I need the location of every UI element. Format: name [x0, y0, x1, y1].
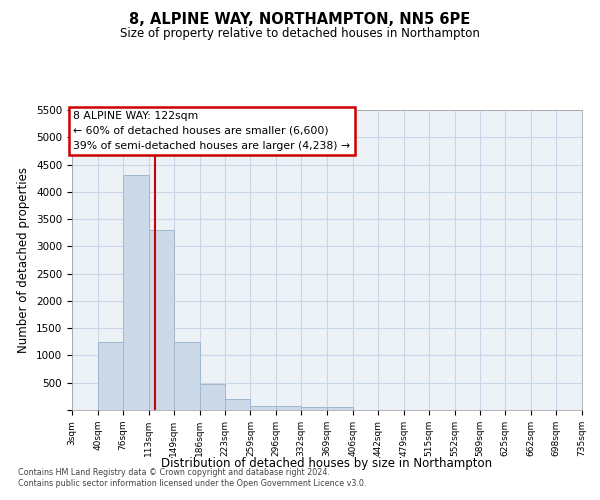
- Text: Size of property relative to detached houses in Northampton: Size of property relative to detached ho…: [120, 28, 480, 40]
- Text: Contains HM Land Registry data © Crown copyright and database right 2024.
Contai: Contains HM Land Registry data © Crown c…: [18, 468, 367, 487]
- Bar: [327, 408, 353, 410]
- Y-axis label: Number of detached properties: Number of detached properties: [17, 167, 31, 353]
- Bar: [276, 406, 301, 410]
- Bar: [225, 399, 250, 410]
- Text: Distribution of detached houses by size in Northampton: Distribution of detached houses by size …: [161, 458, 493, 470]
- Bar: [123, 176, 149, 410]
- Text: 8, ALPINE WAY, NORTHAMPTON, NN5 6PE: 8, ALPINE WAY, NORTHAMPTON, NN5 6PE: [130, 12, 470, 28]
- Bar: [174, 342, 199, 410]
- Bar: [149, 230, 174, 410]
- Bar: [199, 384, 225, 410]
- Bar: [250, 406, 276, 410]
- Bar: [98, 342, 123, 410]
- Text: 8 ALPINE WAY: 122sqm
← 60% of detached houses are smaller (6,600)
39% of semi-de: 8 ALPINE WAY: 122sqm ← 60% of detached h…: [73, 111, 350, 150]
- Bar: [301, 408, 327, 410]
